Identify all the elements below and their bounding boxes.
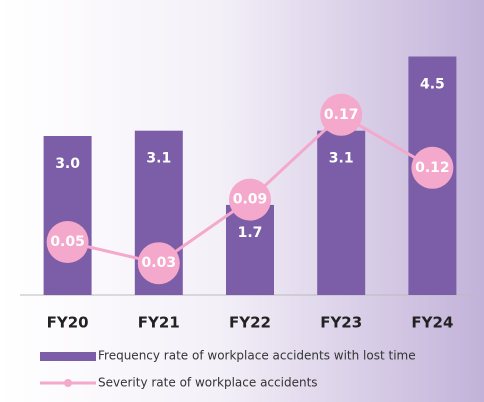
legend-swatch — [64, 379, 72, 387]
line-point — [320, 93, 363, 136]
line-value-label: 0.12 — [415, 160, 450, 176]
x-tick-label: FY23 — [320, 314, 362, 332]
bar — [317, 130, 366, 295]
line-point — [46, 221, 89, 263]
bar-value-label: 4.5 — [420, 77, 445, 93]
line-point — [137, 242, 180, 285]
bar-value-label: 3.1 — [329, 151, 354, 167]
line-value-label: 0.05 — [50, 234, 85, 250]
bar-value-label: 1.7 — [238, 225, 263, 241]
line-value-label: 0.03 — [142, 255, 177, 271]
bar-value-label: 3.0 — [55, 156, 80, 172]
x-tick-label: FY20 — [47, 314, 89, 332]
legend-label: Frequency rate of workplace accidents wi… — [98, 349, 416, 363]
legend-swatch — [40, 352, 96, 361]
line-value-label: 0.17 — [324, 107, 359, 123]
line-point — [411, 146, 454, 189]
x-tick-label: FY24 — [411, 314, 453, 332]
legend-label: Severity rate of workplace accidents — [98, 376, 318, 390]
line-point — [229, 178, 271, 221]
bar-value-label: 3.1 — [146, 151, 171, 167]
x-tick-label: FY22 — [229, 314, 271, 332]
bar — [43, 136, 92, 295]
x-tick-label: FY21 — [138, 314, 180, 332]
line-value-label: 0.09 — [233, 192, 268, 208]
